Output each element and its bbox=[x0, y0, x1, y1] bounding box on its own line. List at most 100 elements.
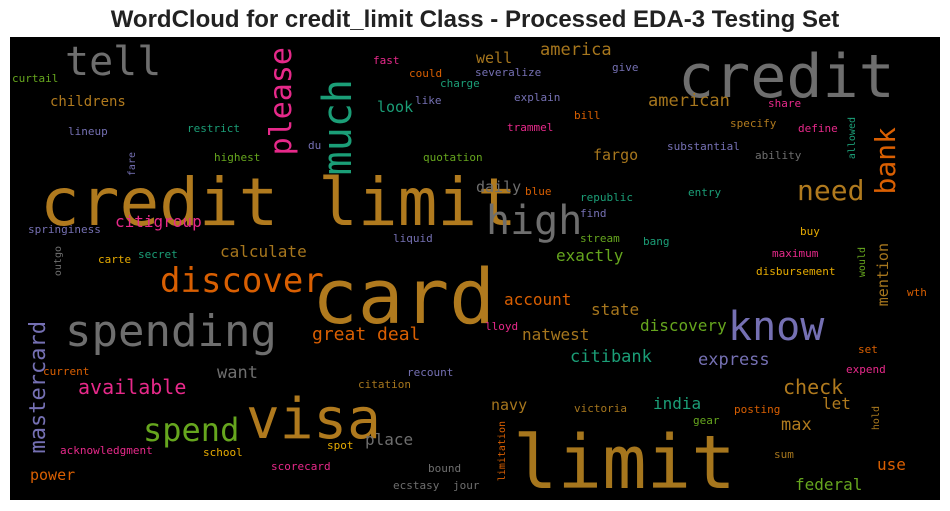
word-curtail: curtail bbox=[12, 72, 59, 85]
word-acknowledgment: acknowledgment bbox=[60, 444, 153, 457]
word-could: could bbox=[409, 67, 443, 80]
word-well: well bbox=[476, 49, 513, 67]
word-recount: recount bbox=[407, 366, 454, 379]
word-fast: fast bbox=[373, 54, 400, 67]
word-expend: expend bbox=[846, 363, 886, 376]
word-use: use bbox=[877, 455, 906, 474]
word-maximum: maximum bbox=[772, 247, 819, 260]
word-disbursement: disbursement bbox=[756, 265, 836, 278]
word-bank: bank bbox=[869, 127, 902, 195]
word-america: america bbox=[540, 40, 612, 60]
word-quotation: quotation bbox=[423, 151, 483, 164]
word-current: current bbox=[43, 365, 90, 378]
word-childrens: childrens bbox=[50, 94, 126, 110]
word-ability: ability bbox=[755, 149, 802, 162]
word-discover: discover bbox=[160, 261, 324, 301]
word-like: like bbox=[415, 94, 442, 107]
word-republic: republic bbox=[580, 191, 633, 204]
word-lineup: lineup bbox=[68, 125, 108, 138]
word-charge: charge bbox=[440, 77, 480, 90]
word-highest: highest bbox=[214, 151, 261, 164]
word-liquid: liquid bbox=[393, 232, 433, 245]
word-school: school bbox=[203, 446, 243, 459]
word-spending: spending bbox=[65, 306, 277, 357]
word-gear: gear bbox=[693, 414, 720, 427]
word-jour: jour bbox=[453, 479, 480, 492]
word-spend: spend bbox=[143, 411, 240, 449]
word-specify: specify bbox=[730, 117, 777, 130]
word-springiness: springiness bbox=[28, 223, 101, 236]
word-american: american bbox=[648, 91, 730, 111]
word-calculate: calculate bbox=[220, 242, 307, 261]
word-fargo: fargo bbox=[593, 146, 639, 164]
word-credit: credit bbox=[678, 42, 895, 112]
word-stream: stream bbox=[580, 232, 620, 245]
word-power: power bbox=[30, 466, 76, 484]
word-available: available bbox=[78, 375, 187, 399]
word-citigroup: citigroup bbox=[115, 212, 202, 231]
word-hold: hold bbox=[871, 406, 882, 431]
word-bang: bang bbox=[643, 235, 670, 248]
word-max: max bbox=[781, 415, 812, 435]
word-high: high bbox=[486, 198, 583, 244]
word-explain: explain bbox=[514, 91, 561, 104]
word-blue: blue bbox=[525, 185, 552, 198]
word-wth: wth bbox=[907, 286, 927, 299]
word-let: let bbox=[822, 394, 851, 413]
word-citibank: citibank bbox=[570, 347, 652, 367]
word-discovery: discovery bbox=[640, 316, 727, 335]
word-express: express bbox=[698, 350, 770, 370]
word-check: check bbox=[783, 375, 844, 399]
word-posting: posting bbox=[734, 403, 781, 416]
chart-title: WordCloud for credit_limit Class - Proce… bbox=[110, 6, 840, 33]
word-lloyd: lloyd bbox=[485, 320, 519, 333]
word-state: state bbox=[591, 300, 640, 319]
word-outgo: outgo bbox=[53, 246, 64, 277]
word-trammel: trammel bbox=[507, 121, 554, 134]
word-bound: bound bbox=[428, 462, 462, 475]
word-citation: citation bbox=[358, 378, 411, 391]
word-define: define bbox=[798, 122, 838, 135]
word-need: need bbox=[797, 174, 865, 207]
word-bill: bill bbox=[574, 109, 601, 122]
word-carte: carte bbox=[98, 253, 132, 266]
word-daily: daily bbox=[476, 178, 522, 196]
word-card: card bbox=[312, 252, 496, 341]
word-sum: sum bbox=[774, 448, 794, 461]
word-mastercard: mastercard bbox=[26, 321, 51, 454]
word-give: give bbox=[612, 61, 639, 74]
word-much: much bbox=[315, 79, 361, 176]
word-limitation: limitation bbox=[497, 421, 508, 482]
word-know: know bbox=[728, 304, 825, 350]
word-tell: tell bbox=[65, 39, 162, 85]
word-look: look bbox=[377, 98, 414, 116]
word-navy: navy bbox=[491, 396, 528, 414]
word-du: du bbox=[308, 139, 322, 152]
word-scorecard: scorecard bbox=[271, 460, 331, 473]
word-india: india bbox=[653, 394, 702, 413]
word-buy: buy bbox=[800, 225, 820, 238]
word-spot: spot bbox=[327, 439, 354, 452]
word-restrict: restrict bbox=[187, 122, 240, 135]
word-account: account bbox=[504, 290, 572, 309]
word-mention: mention bbox=[874, 243, 892, 307]
word-allowed: allowed bbox=[847, 117, 858, 160]
word-severalize: severalize bbox=[475, 66, 542, 79]
word-would: would bbox=[857, 247, 868, 278]
word-set: set bbox=[858, 343, 878, 356]
word-cloud: credit limit card limit credit visa know… bbox=[10, 37, 940, 500]
word-victoria: victoria bbox=[574, 402, 627, 415]
word-fare: fare bbox=[127, 152, 138, 177]
word-place: place bbox=[365, 430, 414, 449]
word-share: share bbox=[768, 97, 802, 110]
word-exactly: exactly bbox=[556, 246, 624, 265]
word-credit-limit: credit limit bbox=[40, 164, 517, 241]
word-want: want bbox=[217, 363, 258, 383]
word-great-deal: great deal bbox=[312, 324, 421, 345]
word-natwest: natwest bbox=[522, 325, 590, 344]
word-ecstasy: ecstasy bbox=[393, 479, 440, 492]
word-secret: secret bbox=[138, 248, 178, 261]
word-limit: limit bbox=[513, 420, 736, 500]
word-visa: visa bbox=[246, 387, 381, 452]
word-entry: entry bbox=[688, 186, 722, 199]
